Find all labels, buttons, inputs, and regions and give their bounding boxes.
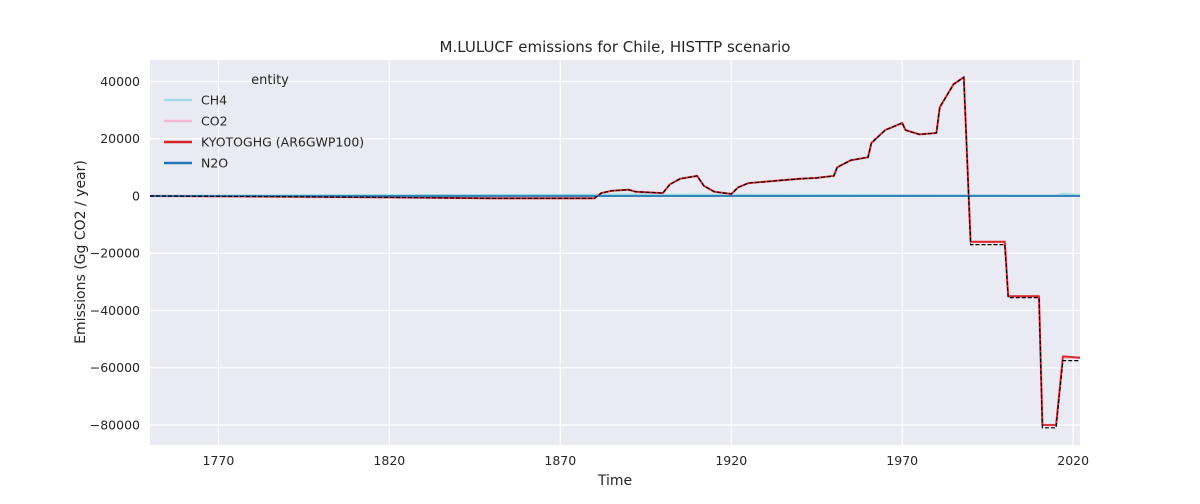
y-tick-label: 20000	[100, 131, 140, 146]
legend-label-co2: CO2	[201, 114, 228, 129]
chart-title: M.LULUCF emissions for Chile, HISTTP sce…	[440, 38, 791, 56]
y-tick-label: 0	[132, 188, 140, 203]
y-tick-label: −20000	[90, 246, 140, 261]
y-tick-label: −60000	[90, 360, 140, 375]
x-tick-label: 1770	[202, 453, 234, 468]
x-tick-label: 1820	[373, 453, 405, 468]
x-tick-label: 1970	[886, 453, 918, 468]
y-axis-ticks: 40000 20000 0 −20000 −40000 −60000 −80000	[90, 74, 140, 432]
legend: entity CH4 CO2 KYOTOGHG (AR6GWP100) N2O	[164, 73, 364, 171]
x-tick-label: 2020	[1057, 453, 1089, 468]
legend-label-n2o: N2O	[201, 156, 228, 171]
y-tick-label: 40000	[100, 74, 140, 89]
y-tick-label: −80000	[90, 417, 140, 432]
legend-label-kyotoghg-ar6gwp100: KYOTOGHG (AR6GWP100)	[201, 135, 364, 150]
series-layer	[149, 75, 1081, 429]
x-axis-label: Time	[597, 473, 632, 489]
legend-title: entity	[251, 73, 289, 88]
y-tick-label: −40000	[90, 303, 140, 318]
x-tick-label: 1870	[544, 453, 576, 468]
x-axis-ticks: 1770 1820 1870 1920 1970 2020	[202, 453, 1089, 468]
plot-background	[150, 60, 1080, 445]
legend-label-ch4: CH4	[201, 93, 227, 108]
legend-entries: CH4 CO2 KYOTOGHG (AR6GWP100) N2O	[164, 93, 364, 171]
y-axis-label: Emissions (Gg CO2 / year)	[73, 160, 89, 344]
reference-dashed-line	[149, 76, 1080, 429]
x-tick-label: 1920	[715, 453, 747, 468]
